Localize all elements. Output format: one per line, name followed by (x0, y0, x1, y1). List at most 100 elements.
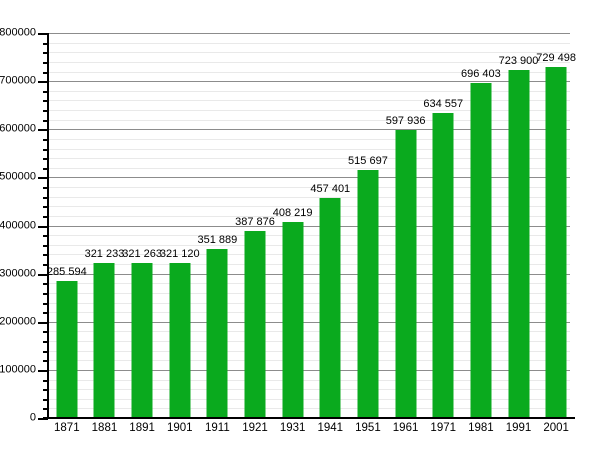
bar-group: 597 936 (386, 33, 425, 418)
bar (244, 231, 266, 418)
x-axis-line (43, 417, 575, 419)
gridline-major (48, 81, 570, 83)
y-tick (43, 52, 48, 55)
bar-group: 321 233 (84, 33, 125, 418)
gridline-minor (48, 341, 570, 342)
gridline-minor (48, 408, 570, 410)
bar-value-label: 696 403 (460, 67, 501, 80)
bar (131, 263, 153, 418)
x-axis-label: 1961 (392, 422, 419, 434)
gridlines (48, 33, 575, 418)
bar (319, 197, 341, 418)
gridline-minor (48, 61, 570, 63)
bar (206, 248, 228, 418)
gridline-minor (48, 360, 570, 362)
y-tick (38, 33, 48, 35)
bar-group: 321 263 (122, 33, 162, 418)
gridline-minor (48, 350, 570, 352)
y-axis-line (47, 33, 49, 419)
bars-container: 285 594 321 233 321 263 321 120 351 889 387 8… (47, 33, 576, 418)
bar-group: 696 403 (460, 33, 501, 418)
bar-group: 321 120 (159, 33, 200, 418)
y-tick (43, 61, 48, 64)
bar-value-label: 321 120 (159, 248, 200, 261)
y-tick (43, 312, 48, 315)
gridline-minor (48, 167, 570, 169)
y-tick (43, 110, 48, 112)
x-axis-labels: 1871 1881 1891 1901 1911 1921 1931 1941 1951 1961… (48, 422, 575, 435)
y-axis-labels: 0 100000 200000 300000 400000 500000 600000 700… (0, 27, 37, 423)
x-axis-label: 2001 (543, 422, 569, 434)
bar-group: 387 876 (235, 33, 275, 418)
y-axis-label: 200000 (0, 315, 36, 328)
bar-value-label: 321 233 (84, 248, 125, 261)
bar-value-label: 408 219 (272, 206, 313, 219)
x-axis-label: 1921 (242, 422, 268, 434)
gridline-minor (48, 398, 570, 400)
y-tick (43, 138, 48, 141)
gridline-minor (48, 42, 570, 44)
y-tick (43, 148, 48, 151)
bar-value-label: 351 889 (197, 233, 238, 246)
bar (508, 69, 529, 418)
bar-value-label: 634 557 (423, 97, 464, 110)
y-axis-label: 0 (29, 411, 36, 424)
y-tick (43, 292, 48, 295)
bar-value-label: 321 263 (122, 248, 162, 261)
gridline-minor (48, 379, 570, 381)
gridline-minor (48, 235, 570, 237)
x-axis-label: 1871 (54, 422, 80, 434)
bar-group: 408 219 (272, 33, 313, 418)
y-tick (43, 244, 48, 247)
y-tick (38, 369, 48, 372)
bar (282, 221, 304, 418)
y-tick (43, 235, 48, 238)
x-axis-label: 1901 (166, 422, 193, 434)
gridline-minor (48, 331, 570, 333)
gridline-minor (48, 90, 570, 92)
gridline-minor (48, 187, 570, 188)
gridline-minor (48, 244, 570, 246)
gridline-minor (48, 148, 570, 150)
x-axis-label: 1881 (91, 422, 118, 434)
y-tick (43, 215, 48, 218)
bar (395, 130, 417, 418)
y-tick (43, 379, 48, 382)
gridline-major (48, 273, 570, 275)
y-tick (43, 90, 48, 93)
bar (93, 263, 115, 418)
gridline-minor (48, 196, 570, 198)
bar-group: 285 594 (47, 33, 87, 418)
bar-group: 351 889 (197, 33, 238, 418)
bar (357, 169, 379, 418)
y-tick (43, 341, 48, 343)
y-tick (43, 398, 48, 401)
gridline-minor (48, 100, 570, 102)
gridline-major (48, 33, 570, 34)
gridline-major (48, 177, 570, 179)
x-axis-label: 1941 (317, 422, 344, 434)
x-axis-label: 1891 (129, 422, 155, 434)
gridline-minor (48, 110, 570, 111)
x-axis-label: 1931 (279, 422, 306, 434)
y-axis-label: 700000 (0, 74, 36, 87)
gridline-minor (48, 292, 570, 294)
y-axis-label: 300000 (0, 267, 36, 280)
gridline-minor (48, 264, 570, 265)
x-axis-label: 1981 (468, 422, 494, 434)
bar-group: 457 401 (310, 33, 350, 418)
y-tick (43, 350, 48, 353)
gridline-major (48, 369, 570, 371)
y-tick (43, 187, 48, 189)
bar-group: 723 900 (499, 33, 538, 418)
bar (470, 82, 492, 418)
y-tick (43, 408, 48, 411)
y-axis-label: 400000 (0, 219, 36, 231)
y-tick (38, 81, 48, 84)
gridline-minor (48, 138, 570, 140)
gridline-minor (48, 215, 570, 217)
y-tick (38, 418, 48, 420)
y-tick (43, 100, 48, 103)
x-axis-label: 1911 (205, 422, 230, 434)
gridline-major (48, 129, 570, 131)
